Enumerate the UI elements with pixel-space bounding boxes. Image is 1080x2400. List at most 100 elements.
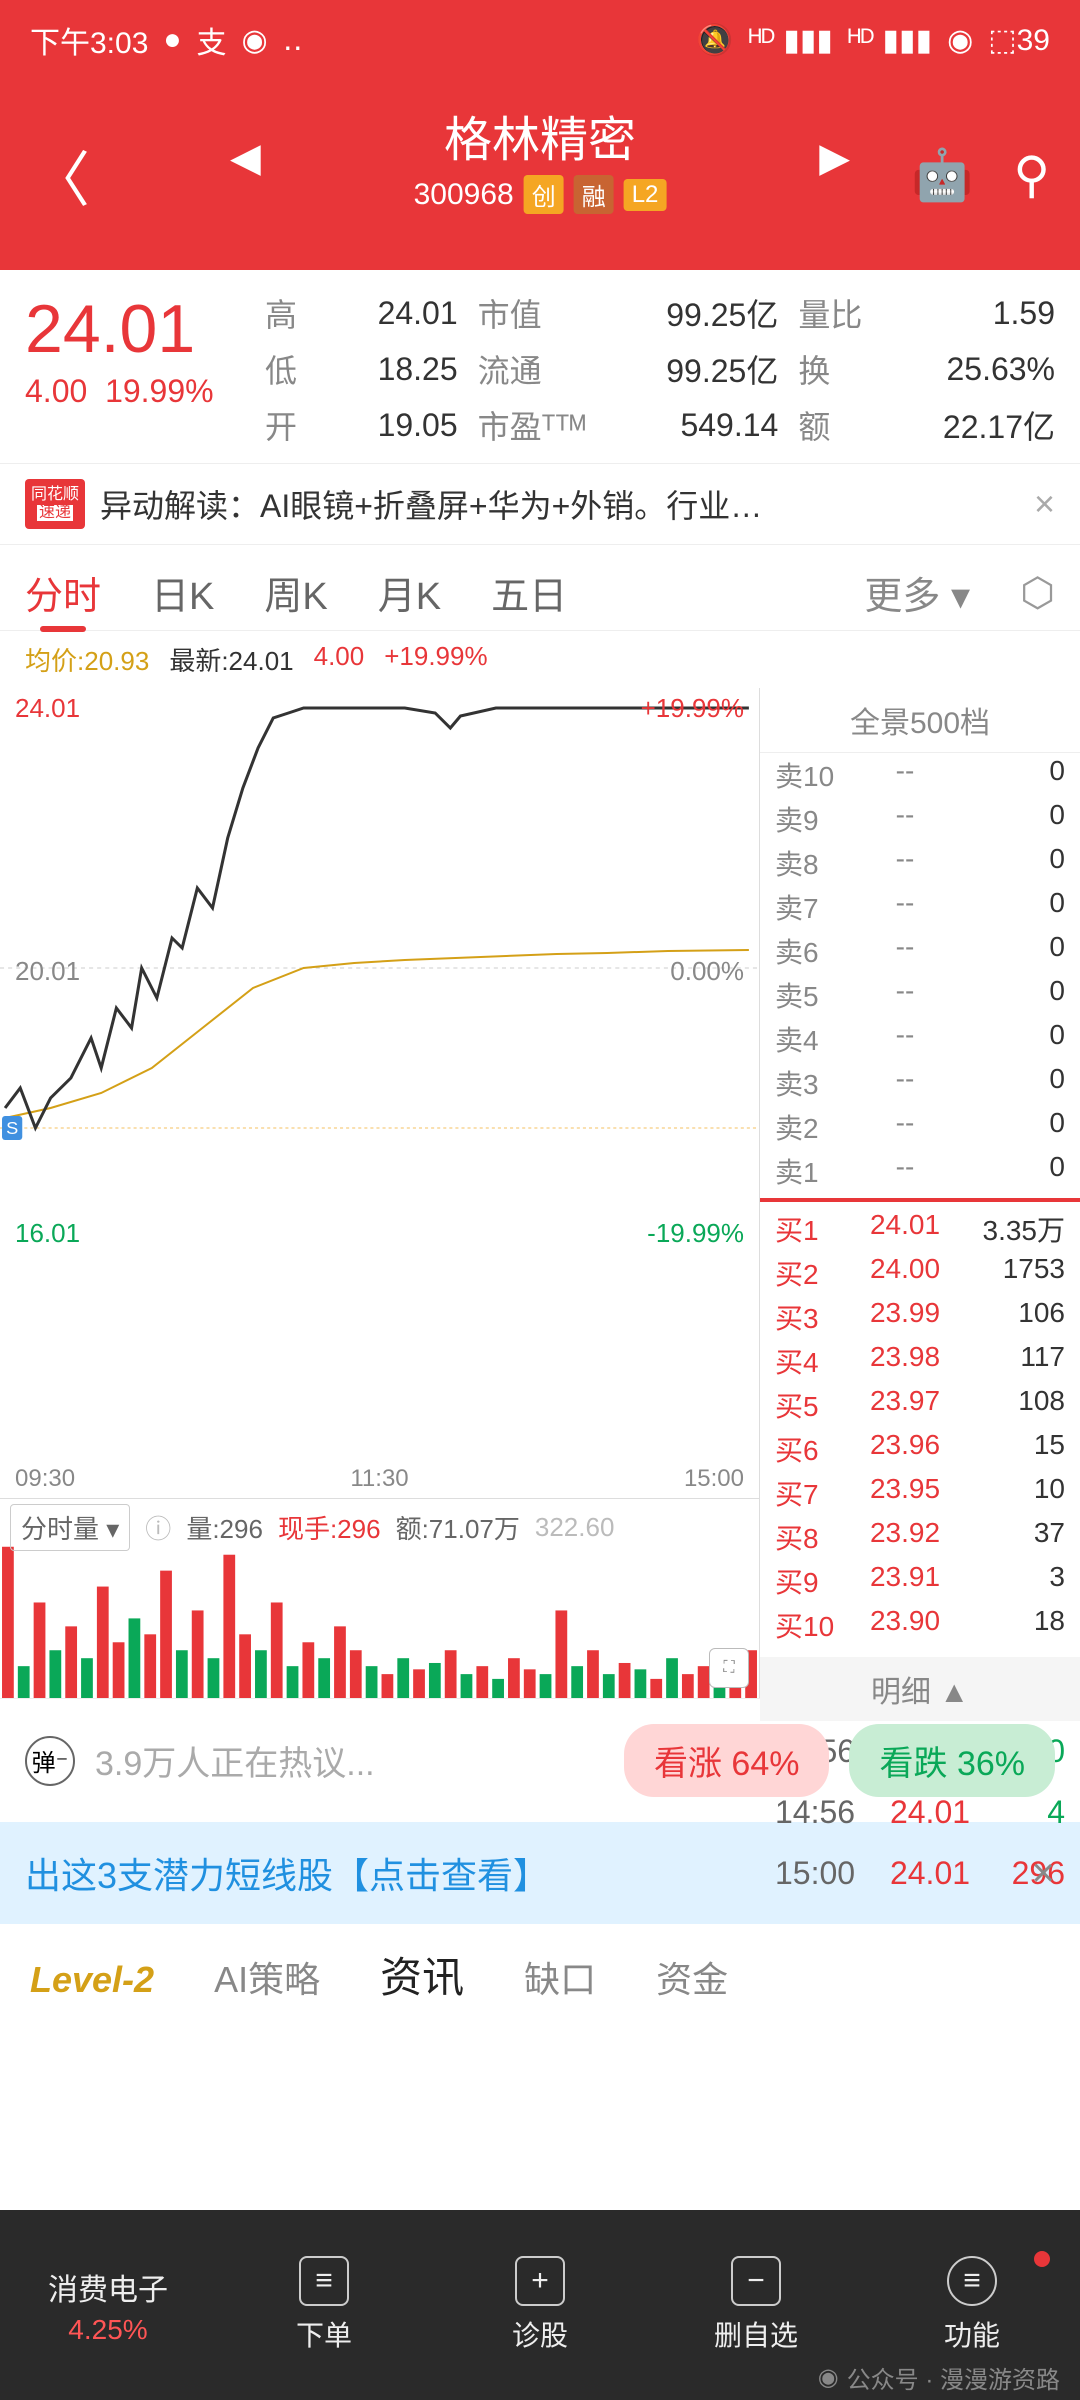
help-icon[interactable]: ⓘ	[145, 1509, 171, 1546]
app-icon: ◉	[242, 23, 268, 58]
buy-row[interactable]: 买823.9237	[760, 1515, 1080, 1559]
tab-fenshi[interactable]: 分时	[25, 565, 101, 620]
sell-row[interactable]: 卖5--0	[760, 973, 1080, 1017]
buy-row[interactable]: 买1023.9018	[760, 1603, 1080, 1647]
latest-price-label: 最新:24.01	[169, 641, 293, 678]
tab-ai[interactable]: AI策略	[214, 1951, 320, 2003]
bottom-nav: 消费电子 4.25% ≡ 下单 + 诊股 − 删自选 ≡ 功能 ◉ 公众号 · …	[0, 2210, 1080, 2400]
remove-icon: −	[731, 2256, 781, 2306]
buy-row[interactable]: 买523.97108	[760, 1383, 1080, 1427]
news-close-button[interactable]: ×	[1034, 483, 1055, 525]
sell-row[interactable]: 卖9--0	[760, 797, 1080, 841]
vote-up-button[interactable]: 看涨 64%	[624, 1724, 830, 1797]
pe-label: 市盈ᵀᵀᴹ	[478, 402, 616, 448]
svg-text:S: S	[6, 1118, 18, 1138]
tab-monthk[interactable]: 月K	[378, 565, 441, 620]
open-value: 19.05	[347, 407, 457, 444]
volume-mode-button[interactable]: 分时量 ▾	[10, 1504, 130, 1551]
discuss-text[interactable]: 3.9万人正在热议...	[95, 1736, 604, 1785]
price-change: 4.00 19.99%	[25, 373, 235, 410]
turnover-value: 25.63%	[913, 351, 1055, 388]
low-value: 18.25	[347, 351, 457, 388]
nav-func-button[interactable]: ≡ 功能	[864, 2256, 1080, 2354]
axis-mid-pct: 0.00%	[670, 956, 744, 987]
orderbook: 全景500档 卖10--0卖9--0卖8--0卖7--0卖6--0卖5--0卖4…	[760, 688, 1080, 1698]
signal2-icon: ᴴᴰ ▮▮▮	[848, 23, 932, 58]
chart-info-bar: 均价:20.93 最新:24.01 4.00 +19.99%	[0, 631, 1080, 688]
orderbook-divider	[760, 1198, 1080, 1202]
amount-label: 额	[798, 402, 892, 448]
turnover-label: 换	[798, 346, 892, 392]
sell-row[interactable]: 卖8--0	[760, 841, 1080, 885]
sell-row[interactable]: 卖3--0	[760, 1061, 1080, 1105]
next-stock-button[interactable]: ▶	[819, 135, 850, 181]
tab-dayk[interactable]: 日K	[151, 565, 214, 620]
sell-row[interactable]: 卖4--0	[760, 1017, 1080, 1061]
buy-row[interactable]: 买723.9510	[760, 1471, 1080, 1515]
high-value: 24.01	[347, 295, 457, 332]
axis-mid-price: 20.01	[15, 956, 80, 987]
badge-chuang: 创	[524, 175, 564, 214]
amt-label: 额:71.07万	[396, 1509, 520, 1546]
tab-gap[interactable]: 缺口	[524, 1951, 596, 2003]
axis-top-price: 24.01	[15, 693, 80, 724]
buy-row[interactable]: 买923.913	[760, 1559, 1080, 1603]
buy-row[interactable]: 买623.9615	[760, 1427, 1080, 1471]
bottom-tabs: Level-2 AI策略 资讯 缺口 资金	[0, 1924, 1080, 2015]
hand-label: 现手:296	[278, 1509, 381, 1546]
prev-stock-button[interactable]: ◀	[230, 135, 261, 181]
status-bar: 下午3:03 ● 支 ◉ ‥ 🔕 ᴴᴰ ▮▮▮ ᴴᴰ ▮▮▮ ◉ ⬚39	[0, 0, 1080, 80]
vote-down-button[interactable]: 看跌 36%	[849, 1724, 1055, 1797]
nav-remove-button[interactable]: − 删自选	[648, 2256, 864, 2354]
news-bar[interactable]: 同花顺速递 异动解读：AI眼镜+折叠屏+华为+外销。行业… ×	[0, 463, 1080, 545]
current-price: 24.01	[25, 290, 235, 368]
amount-value: 22.17亿	[913, 402, 1055, 448]
buy-row[interactable]: 买423.98117	[760, 1339, 1080, 1383]
tab-5day[interactable]: 五日	[491, 565, 567, 620]
nav-diagnose-button[interactable]: + 诊股	[432, 2256, 648, 2354]
settings-icon[interactable]: ⬡	[1020, 570, 1055, 616]
sell-row[interactable]: 卖2--0	[760, 1105, 1080, 1149]
change-label: 4.00	[314, 641, 365, 678]
tab-more[interactable]: 更多 ▾	[864, 565, 970, 620]
tab-fund[interactable]: 资金	[656, 1951, 728, 2003]
mcap-label: 市值	[478, 290, 616, 336]
tab-news[interactable]: 资讯	[380, 1944, 464, 2005]
watermark: ◉ 公众号 · 漫漫游资路	[818, 2360, 1060, 2395]
comment-icon[interactable]: 弹⁻	[25, 1736, 75, 1786]
tab-weekk[interactable]: 周K	[264, 565, 327, 620]
mute-icon: 🔕	[696, 23, 733, 58]
buy-row[interactable]: 买323.99106	[760, 1295, 1080, 1339]
volratio-value: 1.59	[913, 295, 1055, 332]
promo-close-button[interactable]: ×	[1032, 1851, 1055, 1896]
news-text: 异动解读：AI眼镜+折叠屏+华为+外销。行业…	[100, 481, 1019, 527]
buy-row[interactable]: 买224.001753	[760, 1251, 1080, 1295]
nav-order-button[interactable]: ≡ 下单	[216, 2256, 432, 2354]
back-button[interactable]: 〈	[30, 132, 90, 219]
chart-tabs: 分时 日K 周K 月K 五日 更多 ▾ ⬡	[0, 545, 1080, 631]
nav-sector[interactable]: 消费电子 4.25%	[0, 2265, 216, 2346]
diagnose-icon: +	[515, 2256, 565, 2306]
sell-row[interactable]: 卖6--0	[760, 929, 1080, 973]
volume-chart[interactable]: 分时量 ▾ ⓘ 量:296 现手:296 额:71.07万 322.60 ⛶	[0, 1498, 759, 1698]
news-logo-icon: 同花顺速递	[25, 479, 85, 529]
price-panel: 24.01 4.00 19.99% 高 24.01 市值 99.25亿 量比 1…	[0, 270, 1080, 463]
chart-container[interactable]: S 24.01 +19.99% 20.01 0.00% 16.01 -19.99…	[0, 688, 760, 1698]
float-value: 99.25亿	[636, 346, 778, 392]
order-icon: ≡	[299, 2256, 349, 2306]
wechat-icon: ●	[163, 23, 181, 57]
tab-level2[interactable]: Level-2	[30, 1959, 154, 2001]
robot-icon[interactable]: 🤖	[911, 146, 973, 205]
battery-icon: ⬚39	[988, 23, 1050, 58]
low-label: 低	[265, 346, 327, 392]
sell-row[interactable]: 卖10--0	[760, 753, 1080, 797]
buy-row[interactable]: 买124.013.35万	[760, 1207, 1080, 1251]
sell-row[interactable]: 卖1--0	[760, 1149, 1080, 1193]
fullscreen-button[interactable]: ⛶	[709, 1648, 749, 1688]
notification-dot	[1034, 2251, 1050, 2267]
search-icon[interactable]: ⚲	[1013, 146, 1050, 205]
sell-row[interactable]: 卖7--0	[760, 885, 1080, 929]
orderbook-header[interactable]: 全景500档	[760, 688, 1080, 753]
signal-icon: ᴴᴰ ▮▮▮	[749, 23, 833, 58]
trade-detail-header[interactable]: 明细 ▲	[760, 1657, 1080, 1721]
